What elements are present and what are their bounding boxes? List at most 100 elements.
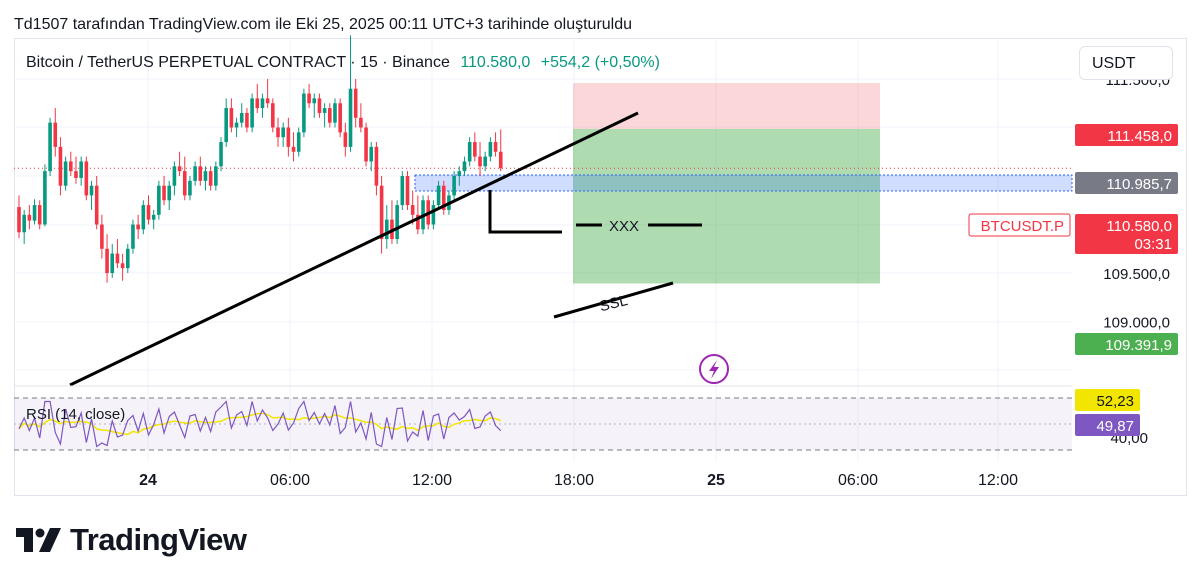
- candle-body: [22, 214, 26, 233]
- rsi-value-label-text: 49,87: [1096, 418, 1134, 435]
- candle-body: [151, 214, 156, 220]
- candle-body: [348, 88, 353, 147]
- candle-body: [58, 146, 63, 186]
- candle: [452, 171, 456, 201]
- candle-body: [384, 219, 389, 240]
- candle-body: [198, 166, 203, 181]
- candle-body: [125, 248, 130, 269]
- ssl-line: [553, 281, 674, 319]
- candle: [322, 103, 327, 128]
- candle: [369, 142, 374, 172]
- candle-body: [17, 207, 21, 233]
- x-axis-label: 12:00: [412, 472, 452, 489]
- candle-body: [203, 171, 208, 181]
- countdown-label-text: 03:31: [1134, 236, 1172, 253]
- candle: [188, 176, 192, 201]
- candle-body: [105, 248, 109, 273]
- candle-body: [255, 98, 260, 109]
- current-price-label-text: 110.580,0: [1106, 218, 1172, 235]
- candle-body: [245, 112, 249, 128]
- candle: [115, 239, 120, 269]
- stop-loss-price-label-bg: [1075, 124, 1178, 146]
- candle-body: [493, 142, 498, 152]
- candle: [177, 151, 182, 176]
- candle-body: [250, 98, 254, 128]
- x-axis-label: 25: [707, 472, 725, 489]
- candle-body: [307, 93, 311, 104]
- candle: [172, 161, 177, 196]
- candle-body: [79, 161, 83, 178]
- candle: [271, 98, 275, 133]
- current-price-label: 110.580,0: [1075, 214, 1178, 236]
- last-price: 110.580,0: [460, 54, 531, 71]
- candle-body: [441, 185, 446, 210]
- candle: [219, 137, 223, 172]
- candle-body: [136, 224, 140, 230]
- candle: [141, 200, 146, 235]
- candle: [307, 83, 311, 109]
- candle: [79, 156, 83, 186]
- tradingview-logo[interactable]: TradingView: [16, 522, 247, 558]
- candle: [214, 161, 218, 191]
- candle: [157, 180, 161, 220]
- candle-body: [431, 205, 436, 225]
- current-price-label-bg: [1075, 214, 1178, 236]
- candle: [405, 171, 410, 210]
- rsi-band: [14, 398, 1072, 450]
- candle: [359, 103, 363, 133]
- candle-body: [265, 98, 270, 104]
- ticker-label: BTCUSDT.P: [968, 213, 1071, 237]
- candle: [182, 156, 187, 201]
- candle: [146, 195, 151, 225]
- candle: [436, 180, 441, 210]
- candle-body: [369, 146, 374, 162]
- candle: [400, 171, 405, 210]
- rsi-value-label: 49,87: [1075, 414, 1140, 436]
- entry-price-label: 110.985,7: [1075, 172, 1178, 194]
- candle-body: [436, 185, 441, 206]
- x-axis-label: 12:00: [978, 472, 1018, 489]
- candle-body: [405, 176, 410, 206]
- candle-body: [276, 127, 280, 138]
- candle: [250, 93, 254, 133]
- candle: [255, 83, 260, 113]
- candle: [17, 195, 21, 239]
- candle: [32, 199, 37, 225]
- candle: [395, 200, 399, 244]
- candle-body: [229, 108, 234, 128]
- candle-body: [69, 161, 73, 172]
- candle: [462, 156, 467, 176]
- currency-button[interactable]: USDT: [1079, 46, 1173, 80]
- candle: [69, 151, 73, 176]
- rsi-line: [18, 400, 502, 448]
- candle-body: [457, 171, 462, 176]
- candle: [162, 176, 166, 206]
- candle: [416, 195, 420, 235]
- candle: [296, 127, 301, 157]
- x-axis-label: 06:00: [838, 472, 878, 489]
- candle-body: [89, 185, 94, 196]
- candle: [167, 180, 172, 210]
- candle: [37, 200, 42, 230]
- candle-body: [182, 171, 187, 196]
- candle: [120, 253, 125, 281]
- price-chart[interactable]: XXXSSL111.500,0110.000,0109.500,0109.000…: [0, 0, 1200, 500]
- candle: [379, 176, 384, 254]
- candle: [276, 117, 280, 147]
- candle: [317, 93, 322, 118]
- candle: [478, 142, 482, 176]
- candle-body: [162, 185, 166, 201]
- candle-body: [53, 122, 58, 147]
- candle: [22, 209, 26, 244]
- candle-body: [37, 205, 42, 225]
- candle-body: [400, 176, 405, 206]
- candle-body: [193, 166, 197, 181]
- candle-body: [214, 166, 218, 186]
- trendline: [69, 111, 639, 387]
- candle: [483, 151, 487, 172]
- candle-body: [488, 142, 493, 157]
- candle-body: [157, 185, 161, 215]
- candle-body: [317, 98, 322, 113]
- countdown-label-bg: [1075, 232, 1178, 254]
- candle-body: [416, 214, 420, 230]
